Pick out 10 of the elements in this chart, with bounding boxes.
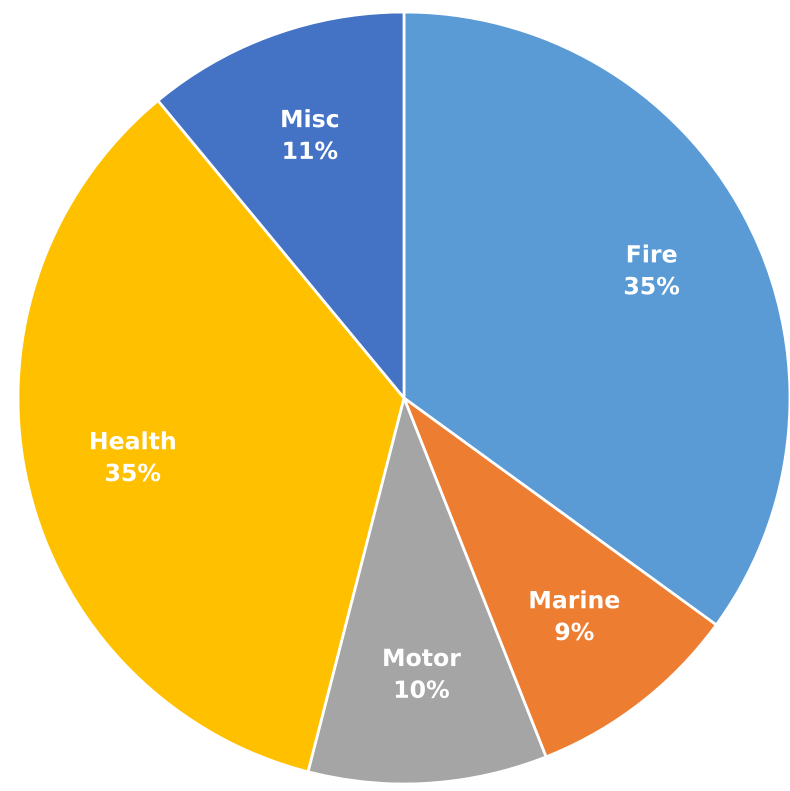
slice-label: Marine <box>530 590 620 609</box>
data-label: 35% <box>106 464 160 482</box>
data-label: 9% <box>556 622 594 640</box>
data-label: 35% <box>624 276 680 295</box>
data-label: 11% <box>284 141 338 160</box>
slice-label: Fire <box>628 244 676 263</box>
slice-label: Health <box>90 431 175 450</box>
slice-label: Misc <box>282 109 338 128</box>
data-label: 10% <box>396 680 449 698</box>
slice-label: Motor <box>384 648 461 666</box>
